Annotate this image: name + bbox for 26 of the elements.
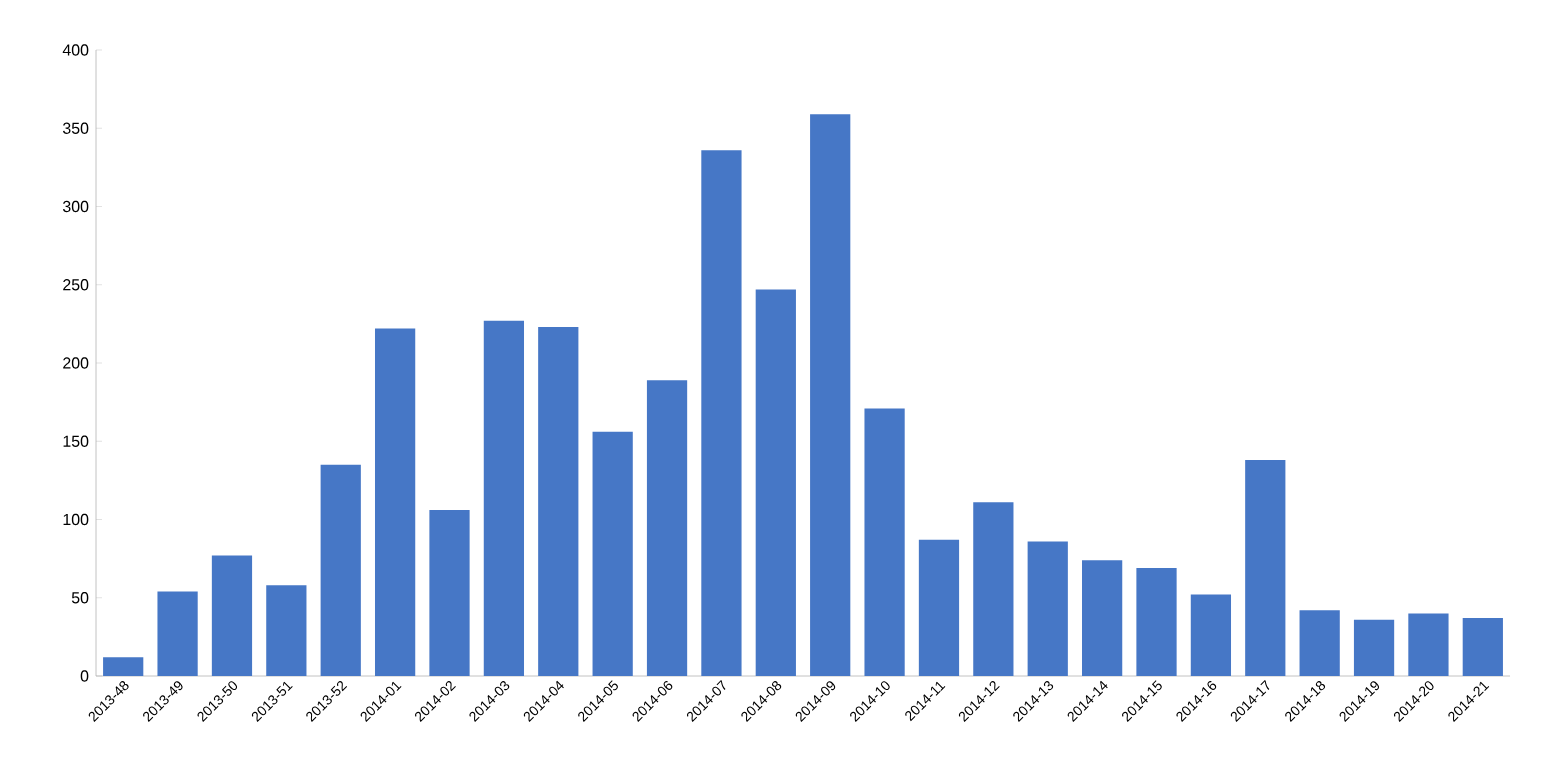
bar bbox=[429, 510, 470, 676]
bar bbox=[211, 555, 253, 676]
bar bbox=[755, 289, 796, 676]
bar bbox=[592, 431, 633, 676]
bar bbox=[483, 320, 525, 676]
bar bbox=[374, 328, 416, 676]
bar bbox=[973, 502, 1014, 676]
bar bbox=[864, 408, 905, 676]
bar bbox=[1027, 541, 1068, 676]
bar bbox=[1408, 613, 1449, 676]
bar bbox=[1190, 594, 1232, 676]
bar bbox=[538, 327, 579, 676]
bar bbox=[1245, 460, 1286, 676]
bar bbox=[1353, 619, 1395, 676]
bar bbox=[1082, 560, 1123, 676]
bar bbox=[1462, 618, 1503, 676]
bar bbox=[701, 150, 742, 676]
bar bbox=[918, 539, 960, 676]
bar bbox=[646, 380, 688, 676]
bar bbox=[103, 657, 144, 676]
bar bbox=[266, 585, 307, 676]
bar bbox=[157, 591, 198, 676]
bar bbox=[1299, 610, 1340, 676]
bar bbox=[320, 464, 361, 676]
bar bbox=[810, 114, 851, 676]
bar bbox=[1136, 568, 1177, 676]
